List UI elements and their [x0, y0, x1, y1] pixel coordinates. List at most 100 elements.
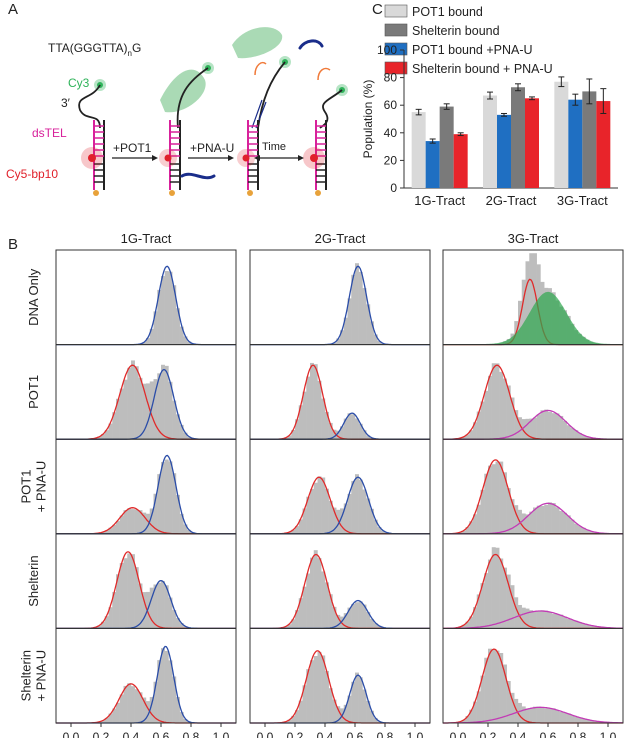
- hist-bar: [570, 427, 575, 440]
- hist-bar: [362, 288, 367, 345]
- hist-bar: [179, 326, 184, 345]
- hist-bar: [495, 547, 500, 629]
- hist-bar: [465, 434, 470, 440]
- hist-bar: [362, 604, 367, 629]
- hist-row-label-group: POT1 + PNA-U: [19, 461, 49, 513]
- hist-bar: [116, 398, 120, 440]
- hist-bar: [480, 489, 485, 534]
- hist-bar: [469, 616, 474, 629]
- hist-bar: [491, 464, 496, 534]
- hist-bar: [518, 417, 522, 440]
- hist-bar: [476, 691, 481, 723]
- hist-bar: [529, 708, 534, 723]
- hist-bar: [362, 430, 367, 440]
- hist-x-tick-label: 0.2: [287, 730, 304, 738]
- hist-bar: [127, 683, 132, 723]
- hist-bar: [317, 651, 322, 723]
- hist-bar: [469, 521, 474, 534]
- hist-bar: [142, 697, 147, 723]
- hist-bar: [321, 571, 326, 629]
- legend-label: Shelterin bound + PNA-U: [412, 62, 553, 76]
- hist-bar: [119, 388, 124, 440]
- cy5-label: Cy5-bp10: [6, 167, 58, 181]
- hist-bar: [480, 675, 485, 723]
- hist-bar: [589, 720, 594, 723]
- step-pot1-label: +POT1: [113, 141, 152, 155]
- hist-bar: [138, 692, 143, 723]
- hist-bar: [370, 321, 374, 345]
- hist-bar: [518, 702, 522, 723]
- hist-row-label-group: Shelterin: [26, 555, 41, 606]
- hist-bar: [514, 597, 519, 629]
- hist-bar: [116, 521, 120, 534]
- bar: [596, 101, 611, 188]
- hist-bar: [484, 473, 489, 534]
- hist-bar: [347, 298, 352, 345]
- hist-bar: [295, 526, 299, 534]
- hist-bar: [373, 623, 378, 629]
- sequence-subscript: n: [128, 49, 132, 58]
- hist-bar: [310, 488, 314, 534]
- hist-column-title: 3G-Tract: [508, 231, 559, 246]
- hist-bar: [183, 626, 188, 629]
- cy5-dye-2: [164, 154, 172, 162]
- hist-bar: [119, 515, 124, 534]
- hist-bar: [168, 381, 173, 440]
- hist-bar: [476, 594, 481, 629]
- hist-bar: [146, 701, 150, 723]
- hist-bar: [176, 308, 180, 345]
- hist-bar: [503, 472, 507, 534]
- fit-curve-red: [250, 650, 430, 724]
- hist-bar: [488, 559, 492, 629]
- hist-bar: [533, 417, 537, 440]
- bar: [453, 134, 468, 188]
- hist-bar: [127, 553, 132, 629]
- hist-bar: [306, 573, 311, 629]
- hist-bar: [510, 499, 515, 534]
- hist-bar: [343, 503, 348, 534]
- bar: [568, 99, 583, 188]
- hist-bar: [172, 285, 177, 345]
- hist-bar: [161, 276, 165, 345]
- hist-bar: [157, 660, 162, 723]
- hist-bar: [574, 430, 579, 440]
- pna-u-molecule: [180, 172, 216, 180]
- hist-bar: [506, 574, 511, 629]
- hist-bar: [491, 363, 496, 440]
- hist-bar: [488, 648, 492, 723]
- release-arrow-2: [317, 67, 331, 81]
- bar-y-axis-label: Population (%): [361, 80, 375, 159]
- hist-bar: [176, 414, 180, 440]
- hist-bar: [578, 433, 582, 440]
- hist-bar: [161, 580, 165, 629]
- hist-bar: [551, 708, 556, 723]
- hist-bar: [157, 474, 162, 534]
- hist-bar: [484, 657, 489, 723]
- hist-bar: [499, 371, 504, 440]
- bar: [582, 91, 597, 188]
- hist-bar: [123, 510, 128, 534]
- panel-label-a: A: [8, 1, 18, 18]
- hist-bar: [551, 413, 556, 440]
- hist-panel-frame: [442, 627, 624, 724]
- panel-c-bar-chart: C POT1 bound Shelterin bound POT1 bound +P…: [361, 1, 618, 208]
- hist-bar: [138, 377, 143, 440]
- hist-bar: [131, 686, 135, 723]
- legend-swatch: [384, 61, 408, 75]
- hist-panel-frame: [249, 533, 431, 629]
- hist-bar: [593, 532, 597, 534]
- hist-bar: [563, 420, 567, 440]
- bar: [411, 112, 426, 188]
- hist-bar: [291, 430, 296, 440]
- hist-x-tick-label: 1.0: [407, 730, 424, 738]
- hist-bar: [298, 700, 303, 723]
- hist-bar: [578, 717, 582, 723]
- hist-bar: [358, 601, 363, 629]
- hist-bar: [179, 424, 184, 440]
- duplex-rungs: [94, 163, 104, 183]
- hist-bar: [373, 519, 378, 534]
- hist-panel-frame: [55, 627, 237, 724]
- hist-bar: [321, 398, 326, 440]
- hist-bar: [325, 488, 329, 534]
- hist-bar: [533, 611, 537, 629]
